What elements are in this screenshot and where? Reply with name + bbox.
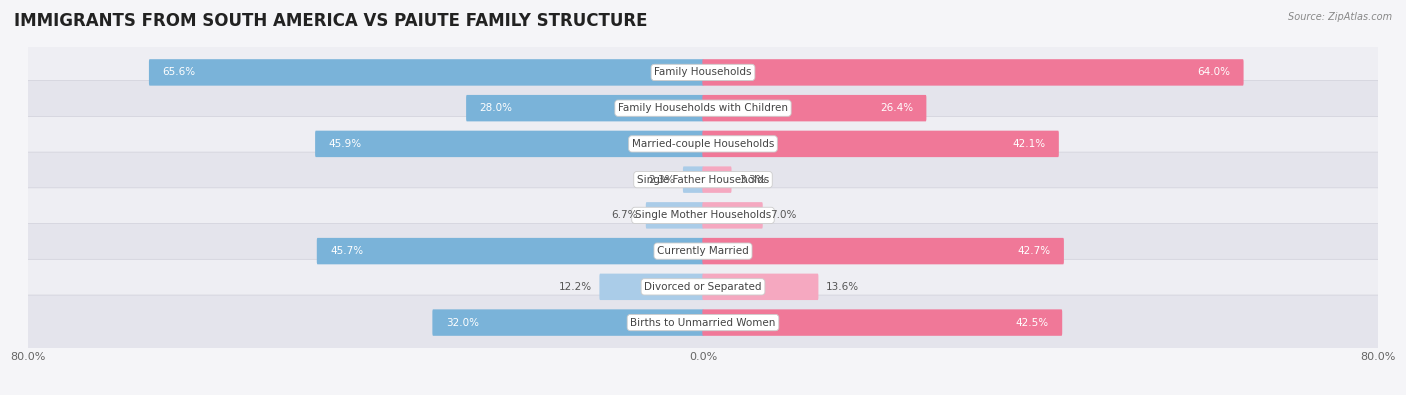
- FancyBboxPatch shape: [703, 95, 927, 121]
- FancyBboxPatch shape: [703, 131, 1059, 157]
- Text: Single Father Households: Single Father Households: [637, 175, 769, 184]
- Text: 3.3%: 3.3%: [740, 175, 766, 184]
- Text: 45.9%: 45.9%: [329, 139, 361, 149]
- Text: 42.7%: 42.7%: [1018, 246, 1050, 256]
- Text: 26.4%: 26.4%: [880, 103, 912, 113]
- FancyBboxPatch shape: [25, 81, 1381, 135]
- FancyBboxPatch shape: [149, 59, 703, 86]
- FancyBboxPatch shape: [315, 131, 703, 157]
- Text: Divorced or Separated: Divorced or Separated: [644, 282, 762, 292]
- Text: Source: ZipAtlas.com: Source: ZipAtlas.com: [1288, 12, 1392, 22]
- FancyBboxPatch shape: [703, 309, 1062, 336]
- Text: 7.0%: 7.0%: [770, 211, 797, 220]
- FancyBboxPatch shape: [683, 166, 703, 193]
- Text: 13.6%: 13.6%: [827, 282, 859, 292]
- FancyBboxPatch shape: [25, 45, 1381, 100]
- FancyBboxPatch shape: [703, 274, 818, 300]
- FancyBboxPatch shape: [25, 117, 1381, 171]
- Text: Currently Married: Currently Married: [657, 246, 749, 256]
- FancyBboxPatch shape: [25, 152, 1381, 207]
- Text: Family Households: Family Households: [654, 68, 752, 77]
- FancyBboxPatch shape: [25, 224, 1381, 278]
- Text: 45.7%: 45.7%: [330, 246, 363, 256]
- Text: IMMIGRANTS FROM SOUTH AMERICA VS PAIUTE FAMILY STRUCTURE: IMMIGRANTS FROM SOUTH AMERICA VS PAIUTE …: [14, 12, 648, 30]
- Text: 65.6%: 65.6%: [162, 68, 195, 77]
- Text: Births to Unmarried Women: Births to Unmarried Women: [630, 318, 776, 327]
- FancyBboxPatch shape: [703, 238, 1064, 264]
- FancyBboxPatch shape: [25, 295, 1381, 350]
- Text: 42.5%: 42.5%: [1015, 318, 1049, 327]
- FancyBboxPatch shape: [703, 166, 731, 193]
- FancyBboxPatch shape: [467, 95, 703, 121]
- Text: 6.7%: 6.7%: [612, 211, 638, 220]
- Text: Married-couple Households: Married-couple Households: [631, 139, 775, 149]
- FancyBboxPatch shape: [25, 188, 1381, 243]
- Text: Family Households with Children: Family Households with Children: [619, 103, 787, 113]
- Text: Single Mother Households: Single Mother Households: [636, 211, 770, 220]
- Text: 28.0%: 28.0%: [479, 103, 512, 113]
- FancyBboxPatch shape: [599, 274, 703, 300]
- FancyBboxPatch shape: [645, 202, 703, 229]
- FancyBboxPatch shape: [703, 202, 762, 229]
- Text: 2.3%: 2.3%: [648, 175, 675, 184]
- FancyBboxPatch shape: [703, 59, 1243, 86]
- FancyBboxPatch shape: [433, 309, 703, 336]
- FancyBboxPatch shape: [25, 260, 1381, 314]
- FancyBboxPatch shape: [316, 238, 703, 264]
- Text: 64.0%: 64.0%: [1198, 68, 1230, 77]
- Text: 32.0%: 32.0%: [446, 318, 478, 327]
- Text: 12.2%: 12.2%: [558, 282, 592, 292]
- Text: 42.1%: 42.1%: [1012, 139, 1046, 149]
